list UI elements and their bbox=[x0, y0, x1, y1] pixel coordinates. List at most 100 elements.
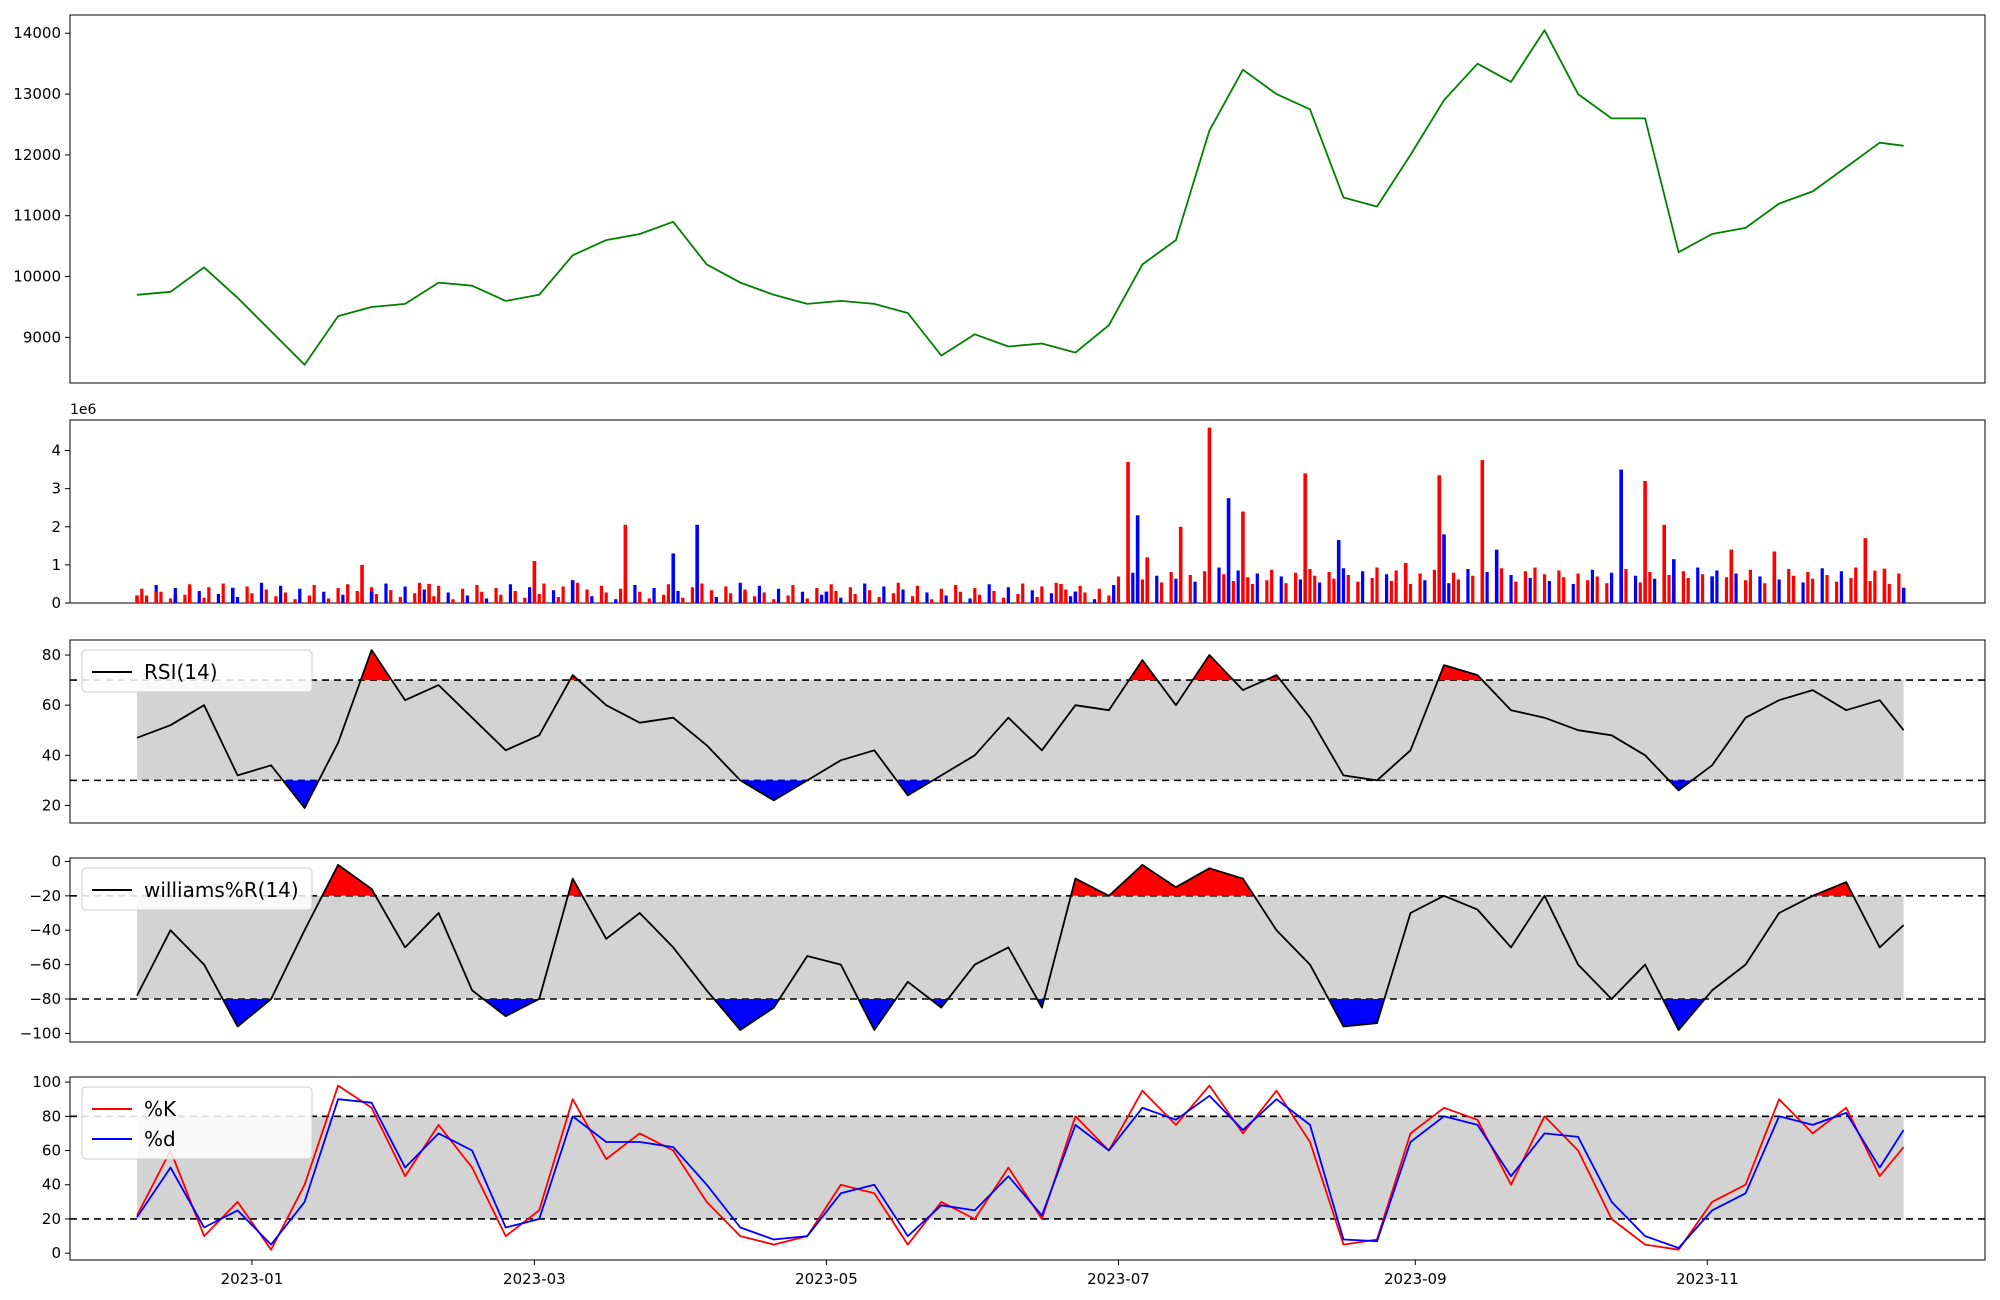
volume-bar-blue bbox=[671, 553, 676, 603]
volume-bar-red bbox=[1059, 583, 1063, 603]
volume-bar bbox=[1849, 577, 1853, 603]
stochastic-y-tick-label: 40 bbox=[42, 1176, 61, 1194]
volume-bar bbox=[1466, 569, 1470, 603]
volume-bar bbox=[762, 592, 766, 603]
williams-overbought-fill bbox=[322, 864, 376, 896]
x-tick-label: 2023-05 bbox=[795, 1270, 858, 1288]
volume-bar bbox=[633, 585, 637, 603]
stochastic-y-tick-label: 0 bbox=[51, 1244, 61, 1262]
volume-bar bbox=[973, 587, 977, 603]
volume-bar bbox=[666, 584, 671, 603]
volume-bar bbox=[1389, 580, 1393, 603]
volume-bar bbox=[652, 587, 656, 603]
volume-bar bbox=[561, 586, 565, 603]
stochastic-legend-label: %K bbox=[144, 1097, 177, 1121]
volume-bar bbox=[298, 588, 302, 603]
volume-bar bbox=[145, 595, 149, 603]
x-tick-label: 2023-09 bbox=[1384, 1270, 1447, 1288]
volume-bar-blue bbox=[1226, 498, 1231, 603]
volume-bar-blue bbox=[1135, 515, 1140, 603]
williams-overbought-fill bbox=[567, 878, 583, 896]
volume-bar bbox=[1284, 583, 1288, 603]
volume-bar bbox=[1384, 574, 1389, 603]
rsi-y-tick-label: 80 bbox=[42, 646, 61, 664]
volume-bar-blue bbox=[369, 591, 374, 603]
price-line bbox=[136, 29, 1904, 366]
volume-bar-blue bbox=[1672, 559, 1676, 603]
volume-bar bbox=[1078, 585, 1082, 603]
volume-bar bbox=[1820, 568, 1824, 603]
volume-bar-blue bbox=[570, 580, 575, 603]
volume-bar bbox=[1188, 574, 1192, 603]
volume-bar bbox=[1092, 599, 1097, 603]
volume-bar bbox=[556, 596, 560, 603]
volume-bar bbox=[537, 593, 541, 603]
volume-bar bbox=[848, 587, 852, 603]
x-tick-label: 2023-11 bbox=[1676, 1270, 1739, 1288]
volume-bar bbox=[1332, 578, 1336, 603]
volume-bar bbox=[1294, 572, 1298, 603]
volume-bar-blue bbox=[173, 595, 178, 603]
volume-bar bbox=[1801, 582, 1805, 603]
volume-bar bbox=[293, 599, 297, 603]
volume-bar bbox=[1509, 574, 1513, 603]
rsi-overbought-fill bbox=[1129, 660, 1158, 681]
williams-y-tick-label: −80 bbox=[29, 990, 61, 1008]
volume-bar bbox=[1418, 573, 1422, 603]
williams-oversold-fill bbox=[714, 999, 780, 1030]
volume-bar bbox=[1356, 581, 1360, 603]
volume-bar bbox=[1236, 570, 1240, 603]
volume-bar-blue bbox=[824, 591, 829, 603]
volume-bar bbox=[1107, 595, 1111, 603]
volume-bar-red bbox=[1662, 524, 1667, 603]
volume-bar bbox=[647, 598, 651, 603]
volume-bar bbox=[954, 585, 958, 603]
volume-bar bbox=[1203, 571, 1207, 603]
volume-bar bbox=[1528, 577, 1532, 603]
volume-bar bbox=[1605, 583, 1609, 603]
volume-bar bbox=[1423, 580, 1427, 603]
volume-bar bbox=[1279, 576, 1283, 603]
volume-bar bbox=[714, 596, 718, 603]
volume-bar bbox=[1193, 581, 1197, 603]
price-y-tick-label: 10000 bbox=[13, 268, 61, 286]
stochastic-legend-label: %d bbox=[144, 1127, 176, 1151]
volume-bar bbox=[1667, 574, 1671, 603]
volume-bar bbox=[1514, 581, 1518, 603]
volume-bar-blue bbox=[230, 587, 235, 603]
volume-bar-red bbox=[360, 564, 364, 603]
volume-bar bbox=[326, 598, 331, 603]
volume-bar bbox=[1040, 586, 1044, 603]
volume-bar bbox=[1049, 593, 1054, 603]
volume-bar bbox=[523, 597, 527, 603]
price-y-tick-label: 11000 bbox=[13, 207, 61, 225]
volume-bar bbox=[958, 591, 963, 603]
volume-bar bbox=[417, 582, 422, 603]
volume-bar bbox=[944, 595, 948, 603]
volume-bar bbox=[791, 585, 795, 603]
volume-bar bbox=[1700, 574, 1705, 603]
volume-bar-red bbox=[1437, 475, 1442, 603]
volume-bar bbox=[729, 593, 733, 603]
volume-bar-red bbox=[1729, 549, 1734, 603]
volume-y-tick-label: 3 bbox=[51, 480, 61, 498]
williams-y-tick-label: −40 bbox=[29, 921, 61, 939]
volume-bar bbox=[1696, 567, 1700, 603]
volume-bar bbox=[724, 586, 728, 603]
volume-bar bbox=[1557, 570, 1561, 603]
volume-bar bbox=[1054, 582, 1058, 603]
volume-bar bbox=[451, 599, 455, 603]
volume-bar bbox=[475, 585, 479, 603]
volume-bar-red bbox=[532, 561, 537, 603]
volume-bar bbox=[1246, 577, 1250, 603]
volume-bar bbox=[235, 596, 240, 603]
volume-bar-blue bbox=[1901, 587, 1906, 603]
volume-bar bbox=[1159, 582, 1164, 603]
volume-bar bbox=[911, 596, 915, 603]
volume-bar bbox=[1174, 578, 1178, 603]
volume-bar bbox=[1030, 590, 1034, 603]
volume-y-tick-label: 2 bbox=[51, 518, 61, 536]
volume-bar bbox=[1001, 597, 1006, 603]
stochastic-legend-box bbox=[81, 1086, 313, 1160]
volume-y-tick-label: 1 bbox=[51, 556, 61, 574]
